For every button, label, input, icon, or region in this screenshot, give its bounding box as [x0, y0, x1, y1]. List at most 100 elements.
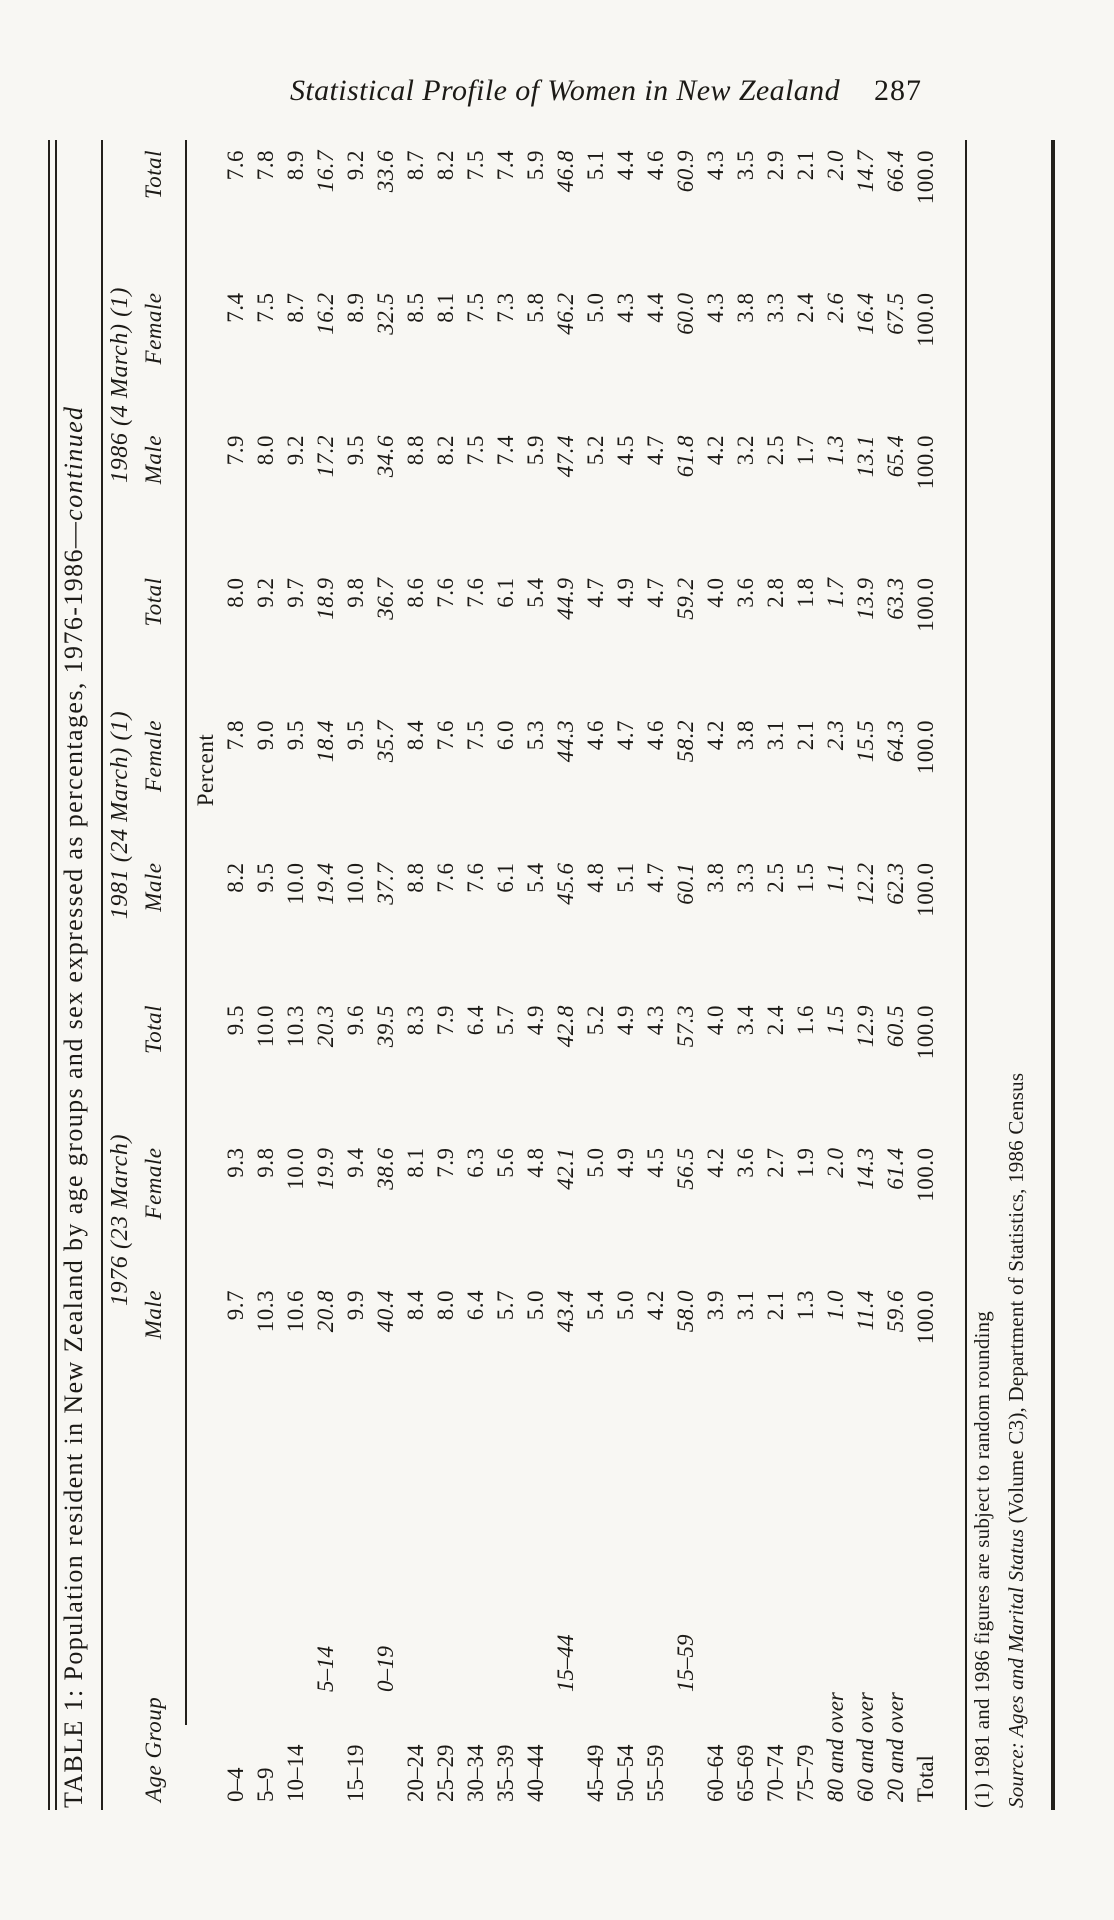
value-cell: 5.3	[523, 720, 548, 751]
table-row: 60–64 3.9 4.2 4.0 3.8 4.2 4.0 4.2 4.3 4.3	[703, 140, 733, 1810]
value-cell: 42.1	[553, 1147, 578, 1190]
value-cell: 16.2	[313, 292, 338, 335]
table-row: 65–69 3.1 3.6 3.4 3.3 3.8 3.6 3.2 3.8 3.5	[733, 140, 763, 1810]
table-top-rule-outer	[48, 140, 50, 1810]
table-row: 75–79 1.3 1.9 1.6 1.5 2.1 1.8 1.7 2.4 2.1	[793, 140, 823, 1810]
value-cell: 4.0	[703, 577, 728, 608]
value-cell: 5.4	[523, 577, 548, 608]
value-cell: 2.5	[763, 435, 788, 466]
value-cell: 45.6	[553, 862, 578, 905]
age-group-label: 65–69	[733, 1744, 758, 1803]
col-header-male-1976: Male	[141, 1290, 166, 1340]
value-cell: 4.9	[523, 1005, 548, 1036]
value-cell: 2.4	[763, 1005, 788, 1036]
value-cell: 7.6	[433, 720, 458, 751]
value-cell: 5.0	[583, 292, 608, 323]
value-cell: 7.5	[463, 720, 488, 751]
value-cell: 8.5	[403, 292, 428, 323]
rule-below-body	[965, 140, 967, 1810]
value-cell: 60.0	[673, 292, 698, 335]
value-cell: 58.2	[673, 720, 698, 763]
col-header-male-1986: Male	[141, 435, 166, 485]
table-title-main: TABLE 1: Population resident in New Zeal…	[59, 520, 88, 1808]
value-cell: 2.1	[793, 150, 818, 181]
value-cell: 7.9	[223, 435, 248, 466]
value-cell: 4.6	[583, 720, 608, 751]
value-cell: 67.5	[883, 292, 908, 335]
value-cell: 7.8	[253, 150, 278, 181]
age-group-label: 55–59	[643, 1744, 668, 1803]
value-cell: 3.8	[733, 292, 758, 323]
value-cell: 1.7	[793, 435, 818, 466]
value-cell: 16.7	[313, 150, 338, 193]
value-cell: 7.5	[253, 292, 278, 323]
value-cell: 36.7	[373, 577, 398, 620]
value-cell: 8.2	[223, 862, 248, 893]
value-cell: 10.0	[253, 1005, 278, 1048]
value-cell: 16.4	[853, 292, 878, 335]
year-spanner-1976: 1976 (23 March)	[107, 1133, 133, 1307]
table-row: 15–59 58.0 56.5 57.3 60.1 58.2 59.2 61.8 60.0 60…	[673, 140, 703, 1810]
value-cell: 5.7	[493, 1005, 518, 1036]
value-cell: 13.9	[853, 577, 878, 620]
year-spanner-1981: 1981 (24 March) (1)	[107, 710, 133, 920]
value-cell: 43.4	[553, 1290, 578, 1333]
value-cell: 4.3	[703, 150, 728, 181]
value-cell: 1.5	[823, 1005, 848, 1036]
value-cell: 9.5	[343, 720, 368, 751]
value-cell: 5.0	[583, 1147, 608, 1178]
value-cell: 4.9	[613, 577, 638, 608]
value-cell: 100.0	[913, 577, 938, 632]
value-cell: 4.7	[583, 577, 608, 608]
age-group-label: Total	[913, 1755, 938, 1802]
value-cell: 40.4	[373, 1290, 398, 1333]
value-cell: 4.5	[643, 1147, 668, 1178]
value-cell: 3.6	[733, 1147, 758, 1178]
value-cell: 1.8	[793, 577, 818, 608]
table-title: TABLE 1: Population resident in New Zeal…	[59, 140, 89, 1808]
value-cell: 5.4	[583, 1290, 608, 1321]
age-group-label: 70–74	[763, 1744, 788, 1803]
age-group-label: 75–79	[793, 1744, 818, 1803]
value-cell: 4.4	[613, 150, 638, 181]
value-cell: 1.0	[823, 1290, 848, 1321]
value-cell: 5.9	[523, 435, 548, 466]
value-cell: 7.9	[433, 1147, 458, 1178]
value-cell: 9.7	[223, 1290, 248, 1321]
value-cell: 58.0	[673, 1290, 698, 1333]
value-cell: 64.3	[883, 720, 908, 763]
value-cell: 4.5	[613, 435, 638, 466]
age-group-label: 15–44	[553, 1634, 578, 1693]
value-cell: 7.6	[433, 862, 458, 893]
value-cell: 56.5	[673, 1147, 698, 1190]
value-cell: 4.3	[613, 292, 638, 323]
value-cell: 46.8	[553, 150, 578, 193]
footnote-source: Source: Ages and Marital Status (Volume …	[1004, 1073, 1038, 1808]
value-cell: 100.0	[913, 292, 938, 347]
value-cell: 100.0	[913, 1005, 938, 1060]
value-cell: 8.1	[403, 1147, 428, 1178]
value-cell: 6.3	[463, 1147, 488, 1178]
value-cell: 9.3	[223, 1147, 248, 1178]
table-top-rule-inner	[55, 140, 57, 1810]
value-cell: 4.0	[703, 1005, 728, 1036]
value-cell: 7.4	[493, 150, 518, 181]
unit-label: Percent	[193, 733, 218, 807]
value-cell: 1.1	[823, 862, 848, 893]
value-cell: 4.7	[643, 435, 668, 466]
value-cell: 100.0	[913, 1290, 938, 1345]
table-row: 0–19 40.4 38.6 39.5 37.7 35.7 36.7 34.6 32.5 33.…	[373, 140, 403, 1810]
value-cell: 59.2	[673, 577, 698, 620]
value-cell: 100.0	[913, 862, 938, 917]
table-row: 25–29 8.0 7.9 7.9 7.6 7.6 7.6 8.2 8.1 8.2	[433, 140, 463, 1810]
value-cell: 4.7	[643, 862, 668, 893]
value-cell: 59.6	[883, 1290, 908, 1333]
value-cell: 8.4	[403, 1290, 428, 1321]
value-cell: 8.8	[403, 862, 428, 893]
value-cell: 46.2	[553, 292, 578, 335]
age-group-label: 80 and over	[823, 1692, 848, 1802]
value-cell: 7.6	[463, 577, 488, 608]
value-cell: 7.8	[223, 720, 248, 751]
rotated-table: TABLE 1: Population resident in New Zeal…	[45, 140, 1065, 1810]
value-cell: 3.2	[733, 435, 758, 466]
